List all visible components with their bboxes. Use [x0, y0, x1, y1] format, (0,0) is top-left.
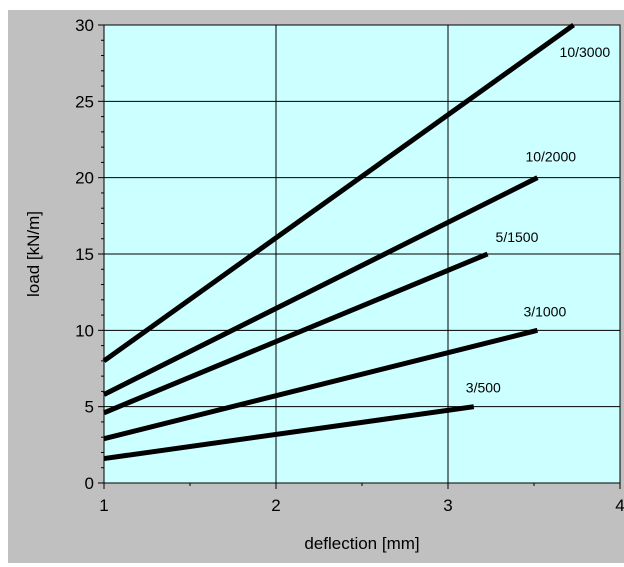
y-tick-label: 15 — [75, 245, 94, 264]
series-label: 3/500 — [466, 380, 501, 396]
y-tick-label: 30 — [75, 16, 94, 35]
series-label: 3/1000 — [523, 303, 566, 319]
x-tick-label: 2 — [271, 496, 280, 515]
series-lines — [102, 22, 576, 462]
y-tick-label: 20 — [75, 169, 94, 188]
tick-labels: 0 5 10 15 20 25 30 1 2 3 4 3/500 3/1000 5/1500 10/2000… — [75, 16, 624, 515]
y-tick-label: 10 — [75, 321, 94, 340]
series-line — [102, 22, 576, 363]
x-tick-label: 4 — [615, 496, 624, 515]
series-line — [102, 175, 539, 397]
y-tick-label: 5 — [85, 398, 94, 417]
series-line — [103, 251, 489, 416]
series-line — [103, 404, 475, 462]
axis-ticks — [98, 24, 621, 489]
series-label: 5/1500 — [496, 229, 539, 245]
series-label: 10/3000 — [560, 44, 611, 60]
y-axis-label: load [kN/m] — [24, 211, 43, 297]
x-tick-label: 1 — [99, 496, 108, 515]
series-label: 10/2000 — [525, 149, 576, 165]
y-tick-label: 0 — [85, 474, 94, 493]
x-tick-label: 3 — [443, 496, 452, 515]
x-axis-label: deflection [mm] — [304, 534, 419, 553]
y-tick-label: 25 — [75, 92, 94, 111]
series-line — [103, 327, 539, 442]
